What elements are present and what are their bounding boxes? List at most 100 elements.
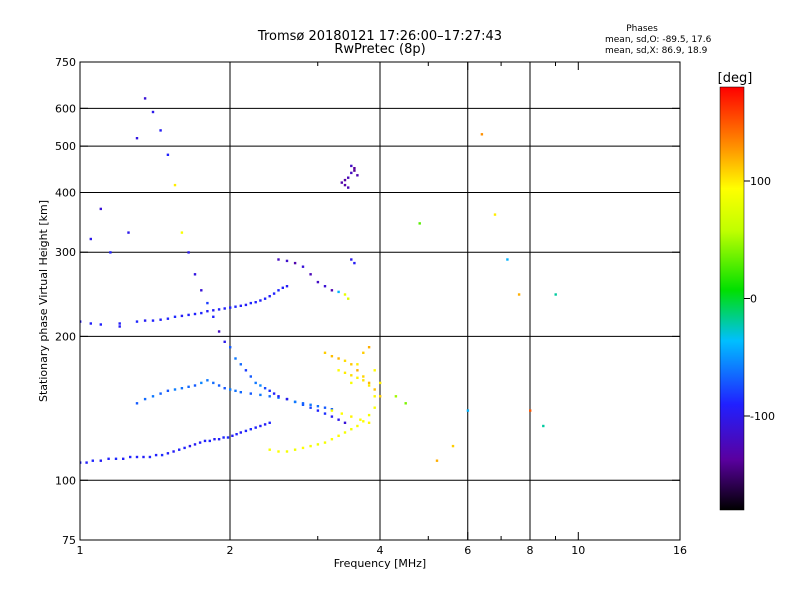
data-point [506, 258, 509, 261]
data-point [330, 438, 334, 441]
data-point [367, 421, 371, 424]
data-point [99, 323, 102, 326]
data-point [160, 453, 164, 457]
data-point [206, 310, 209, 313]
data-point [188, 444, 192, 448]
data-point [172, 450, 175, 453]
data-point [367, 413, 371, 417]
data-point [259, 299, 262, 302]
data-point [183, 446, 186, 450]
data-point [249, 392, 252, 395]
phases-annotation-line2: mean, sd,X: 86.9, 18.9 [605, 46, 708, 56]
data-point [356, 424, 359, 428]
data-point [99, 459, 102, 462]
data-point [143, 97, 147, 100]
data-point [200, 381, 203, 385]
data-point [226, 436, 230, 439]
data-point [340, 412, 343, 415]
data-point [323, 412, 327, 415]
data-point [239, 431, 242, 434]
data-point [293, 261, 297, 265]
data-point [343, 431, 347, 434]
data-point [223, 307, 226, 310]
data-point [234, 305, 237, 308]
data-point [254, 426, 257, 429]
data-point [166, 153, 170, 156]
data-point [356, 376, 359, 379]
data-point [80, 461, 82, 464]
data-point [187, 313, 190, 317]
data-point [178, 448, 181, 451]
data-point [309, 406, 312, 409]
data-point [135, 320, 139, 323]
data-point [451, 444, 455, 448]
data-point [173, 183, 177, 187]
data-point [129, 455, 132, 459]
data-point [337, 357, 340, 360]
data-point [330, 415, 334, 418]
data-point [517, 293, 521, 296]
data-point [203, 439, 207, 443]
data-point [285, 397, 289, 401]
data-point [323, 406, 327, 409]
data-point [277, 395, 280, 398]
chart-title: Tromsø 20180121 17:26:00–17:27:43 [257, 29, 502, 44]
data-point [293, 448, 297, 451]
phases-annotation-line1: mean, sd,O: -89.5, 17.6 [605, 35, 712, 45]
chart-subtitle: RwPretec (8p) [334, 42, 425, 57]
data-point [362, 375, 365, 378]
x-tick-label: 8 [527, 544, 534, 557]
axis-ticks: 1 2 4 6 8 10 16 75 100 200 300 400 500 600 750 [55, 56, 687, 557]
y-tick-label: 100 [55, 474, 76, 487]
data-point [187, 385, 190, 388]
data-point [263, 387, 267, 390]
data-point [316, 443, 320, 446]
colorbar-tick-label: 100 [750, 175, 771, 188]
data-point [367, 384, 371, 387]
data-point [212, 315, 215, 318]
colorbar-tick-label: 0 [750, 293, 757, 306]
data-point [337, 418, 340, 421]
data-point [359, 418, 362, 421]
data-point [217, 438, 221, 441]
data-point [180, 314, 184, 318]
data-point [347, 186, 350, 189]
data-point [118, 322, 121, 325]
data-point [229, 346, 232, 349]
data-point [122, 457, 125, 460]
data-point [135, 402, 139, 405]
data-point [337, 369, 340, 372]
data-point [268, 448, 271, 451]
data-point [193, 443, 197, 446]
data-point [285, 285, 289, 288]
data-point [542, 424, 545, 428]
data-point [350, 258, 353, 261]
data-point [135, 137, 139, 140]
data-point [206, 379, 209, 382]
data-point [301, 402, 305, 405]
data-point [107, 457, 110, 460]
data-point [277, 289, 280, 292]
data-point [373, 395, 376, 398]
data-point [343, 359, 347, 362]
data-point [330, 289, 334, 292]
data-point [356, 369, 359, 372]
data-point [367, 346, 371, 349]
data-point [309, 273, 312, 276]
data-point [343, 183, 347, 187]
data-point [259, 424, 262, 428]
x-tick-label: 1 [77, 544, 84, 557]
data-point [231, 434, 234, 437]
y-axis-label: Stationary phase Virtual Height [km] [37, 200, 50, 402]
y-tick-label: 200 [55, 330, 76, 343]
data-point [208, 439, 211, 443]
data-point [187, 251, 190, 254]
data-point [114, 457, 118, 460]
data-point [373, 369, 376, 372]
x-tick-label: 6 [464, 544, 471, 557]
data-point [353, 169, 356, 172]
data-point [234, 357, 237, 360]
data-point [244, 429, 248, 433]
data-point [80, 320, 82, 323]
data-point [254, 381, 257, 385]
